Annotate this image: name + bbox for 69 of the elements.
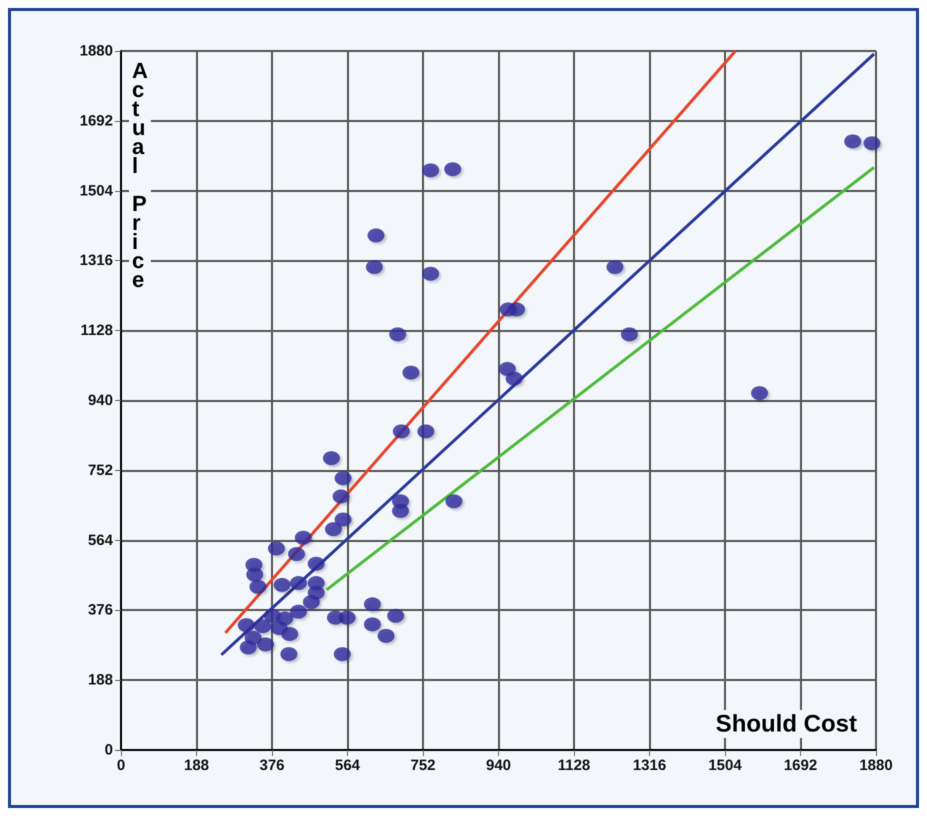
y-tick-label: 1692 xyxy=(80,112,113,130)
x-tick-label: 188 xyxy=(184,757,210,774)
point xyxy=(392,504,410,518)
y-tick-label: 376 xyxy=(88,602,113,619)
point xyxy=(302,595,320,610)
point xyxy=(324,522,342,536)
y-tick-label: 940 xyxy=(88,392,113,409)
point xyxy=(387,608,404,623)
point xyxy=(506,372,523,386)
point xyxy=(389,327,406,342)
point xyxy=(422,266,440,281)
y-tick-label: 1504 xyxy=(80,182,114,200)
point xyxy=(445,494,462,508)
y-tick-label: 564 xyxy=(88,532,114,549)
point xyxy=(751,386,768,400)
x-tick-label: 564 xyxy=(334,757,361,774)
point xyxy=(864,136,880,150)
point xyxy=(402,366,420,380)
x-tick-label: 1128 xyxy=(558,757,590,774)
x-tick-label: 940 xyxy=(486,757,512,774)
point xyxy=(417,424,434,438)
point xyxy=(508,302,526,316)
y-tick-label: 0 xyxy=(104,742,113,758)
point xyxy=(366,260,383,274)
point xyxy=(281,627,298,641)
x-tick-label: 0 xyxy=(116,757,126,774)
point xyxy=(334,512,352,526)
x-tick-label: 752 xyxy=(410,757,436,774)
point xyxy=(422,163,440,178)
point xyxy=(274,578,291,592)
point xyxy=(364,597,381,612)
point xyxy=(257,637,274,652)
point xyxy=(240,640,257,654)
point xyxy=(444,162,462,176)
point xyxy=(334,647,351,662)
point xyxy=(844,134,862,148)
point xyxy=(288,547,305,562)
x-tick-label: 1316 xyxy=(632,757,666,774)
point xyxy=(280,647,298,662)
x-tick-label: 1504 xyxy=(708,757,742,774)
point xyxy=(338,610,356,625)
point xyxy=(378,628,395,643)
point xyxy=(392,424,410,438)
x-tick-label: 1692 xyxy=(784,757,818,774)
y-tick-label: 1316 xyxy=(80,252,113,270)
point xyxy=(308,556,325,571)
point xyxy=(246,568,264,582)
point xyxy=(334,471,352,486)
point xyxy=(606,260,624,274)
point xyxy=(249,580,266,594)
text: Actual Price xyxy=(132,58,148,292)
point xyxy=(290,604,308,619)
x-tick-label: 1880 xyxy=(859,757,893,774)
x-axis-title: Should Cost xyxy=(716,710,858,738)
point xyxy=(238,618,255,632)
point xyxy=(368,228,385,242)
point xyxy=(268,541,285,556)
y-tick-label: 1880 xyxy=(80,42,113,60)
point xyxy=(254,619,272,634)
y-tick-label: 752 xyxy=(88,462,113,479)
point xyxy=(364,617,381,632)
y-tick-label: 188 xyxy=(88,672,113,689)
y-tick-label: 1128 xyxy=(80,322,113,340)
x-tick-label: 376 xyxy=(259,757,285,774)
point xyxy=(620,327,638,342)
point xyxy=(290,576,308,590)
point xyxy=(332,489,350,504)
point xyxy=(322,451,340,466)
point xyxy=(294,530,312,545)
